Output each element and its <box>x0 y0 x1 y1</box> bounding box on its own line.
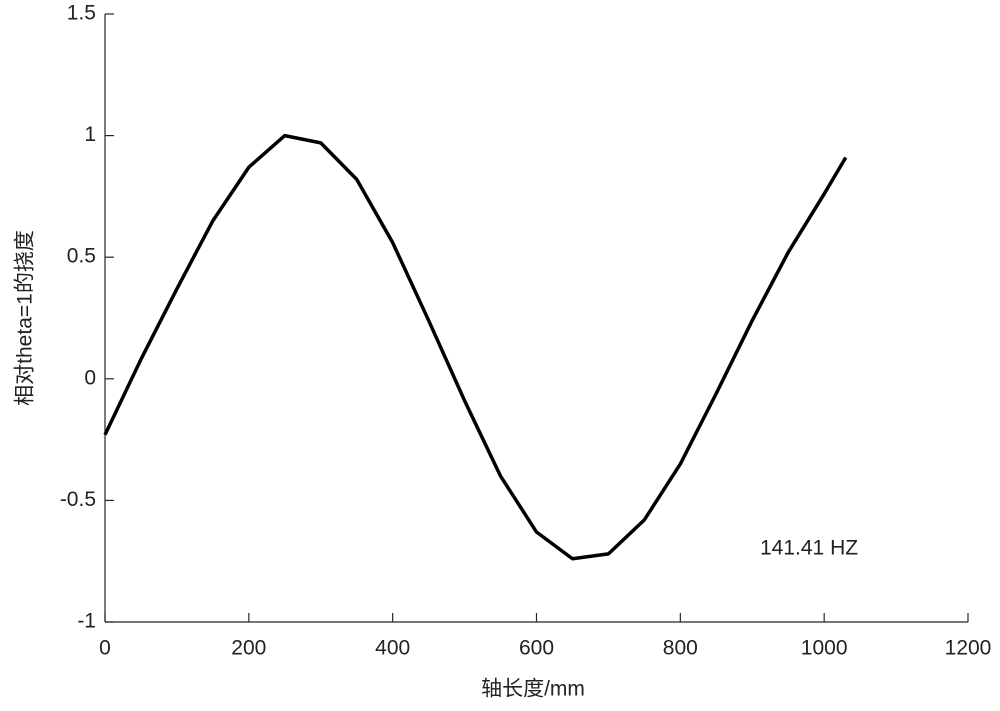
x-tick-label: 1000 <box>801 637 848 660</box>
y-tick-label: 0 <box>84 366 96 389</box>
y-tick-label: 1.5 <box>67 2 96 25</box>
x-tick-label: 400 <box>375 637 410 660</box>
y-tick-label: 0.5 <box>67 245 96 268</box>
y-axis-label: 相对theta=1的挠度 <box>14 230 37 406</box>
x-tick-label: 1200 <box>945 637 992 660</box>
x-tick-label: 800 <box>663 637 698 660</box>
x-axis-label: 轴长度/mm <box>481 678 585 701</box>
x-tick-label: 600 <box>519 637 554 660</box>
y-tick-label: -0.5 <box>60 488 96 511</box>
y-tick-label: 1 <box>84 123 96 146</box>
annotation: 141.41 HZ <box>760 537 858 560</box>
y-tick-label: -1 <box>77 610 96 633</box>
line-series <box>103 133 848 561</box>
x-tick-label: 200 <box>231 637 266 660</box>
x-tick-label: 0 <box>99 637 111 660</box>
